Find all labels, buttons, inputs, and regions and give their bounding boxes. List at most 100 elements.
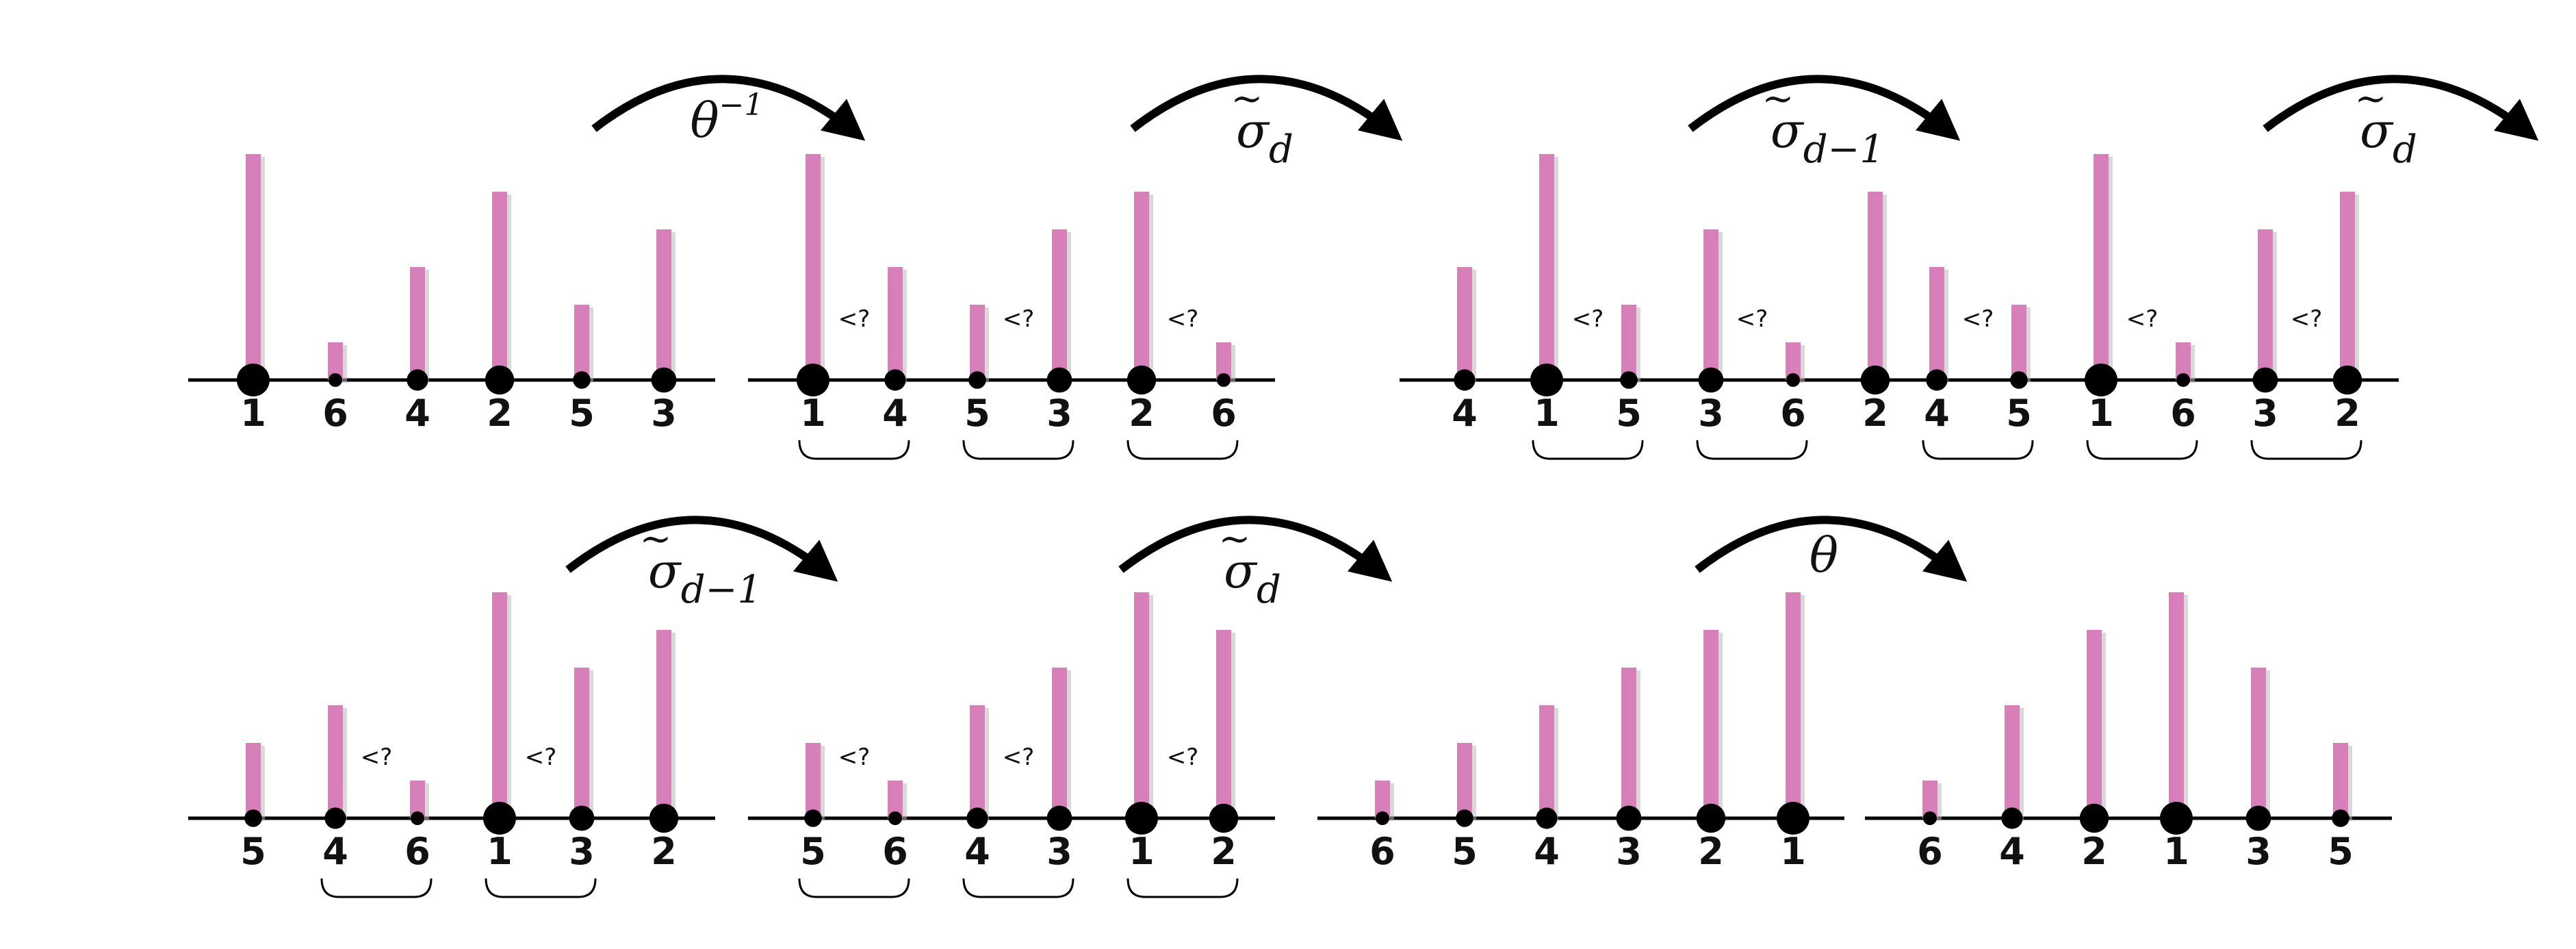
element-label: 2 <box>2081 830 2107 873</box>
value-dot <box>573 371 591 389</box>
value-bar <box>1868 192 1883 380</box>
value-bar <box>2011 305 2026 380</box>
comparison-marker: <? <box>525 744 557 771</box>
element-label: 2 <box>487 392 513 435</box>
value-dot <box>2010 371 2028 389</box>
element-label: 1 <box>2163 830 2189 873</box>
transition-arrow: σd~ <box>2263 75 2539 172</box>
value-bar <box>492 592 507 818</box>
element-label: 4 <box>1452 392 1478 435</box>
element-label: 4 <box>1534 830 1560 873</box>
comparison-marker: <? <box>1167 744 1199 771</box>
value-dot <box>2160 802 2193 835</box>
comparison-marker: <? <box>1736 305 1768 333</box>
operator-label: σd <box>1236 103 1293 172</box>
curved-arrow <box>565 516 838 582</box>
value-dot <box>1376 811 1389 825</box>
value-dot <box>1126 365 1157 395</box>
value-bar <box>1621 305 1636 380</box>
value-dot <box>1125 802 1158 835</box>
value-bar <box>574 305 589 380</box>
value-bar <box>1216 630 1231 818</box>
curved-arrow <box>1118 516 1393 582</box>
value-dot <box>968 371 986 389</box>
pair-bracket <box>1696 440 1808 460</box>
value-bar <box>970 705 985 818</box>
element-label: 5 <box>1452 830 1478 873</box>
permutation-panels: 1 6 4 2 5 3 1 4 5 3 2 6<? <? <?4 1 5 3 6 2<? <?4 5 1 6 3 2<? <? <?… <box>188 154 2399 898</box>
element-label: 2 <box>2334 392 2360 435</box>
element-label: 4 <box>882 392 908 435</box>
value-bar <box>806 154 821 380</box>
permutation-panel: 6 5 4 3 2 1 <box>1317 592 1844 873</box>
element-label: 3 <box>1698 392 1724 435</box>
pair-bracket <box>485 878 597 898</box>
value-bar <box>1621 668 1636 818</box>
comparison-marker: <? <box>838 744 871 771</box>
pair-bracket <box>2086 440 2198 460</box>
element-label: 5 <box>569 392 595 435</box>
comparison-marker: <? <box>838 305 871 333</box>
value-dot <box>651 367 677 393</box>
operator-label: σd−1 <box>648 543 762 612</box>
comparison-marker: <? <box>2126 305 2159 333</box>
pair-bracket <box>320 878 433 898</box>
pair-bracket <box>798 440 910 460</box>
value-dot <box>237 364 270 396</box>
element-label: 4 <box>404 392 430 435</box>
value-dot <box>2079 803 2109 833</box>
permutation-panel: 4 5 1 6 3 2 <? <? <? <box>1872 154 2399 460</box>
value-dot <box>244 809 262 827</box>
element-label: 2 <box>1698 830 1724 873</box>
value-bar <box>1134 192 1149 380</box>
value-bar <box>2251 668 2266 818</box>
comparison-marker: <? <box>1167 305 1199 333</box>
value-bar <box>656 630 671 818</box>
element-label: 2 <box>651 830 677 873</box>
element-label: 5 <box>240 830 266 873</box>
value-bar <box>1539 154 1554 380</box>
value-bar <box>1052 668 1067 818</box>
element-label: 5 <box>2328 830 2354 873</box>
value-bar <box>656 229 671 380</box>
value-bar <box>1786 592 1801 818</box>
element-label: 6 <box>882 830 908 873</box>
value-bar <box>2087 630 2102 818</box>
value-dot <box>1536 807 1558 829</box>
tilde-accent: ~ <box>1762 77 1794 121</box>
value-dot <box>797 364 829 396</box>
element-label: 4 <box>1999 830 2025 873</box>
element-label: 6 <box>1369 830 1395 873</box>
element-label: 4 <box>1924 392 1950 435</box>
transition-arrow: θ <box>1695 516 1968 583</box>
value-bar <box>328 705 343 818</box>
value-bar <box>574 668 589 818</box>
value-dot <box>1923 811 1937 825</box>
value-dot <box>649 803 679 833</box>
value-bar <box>2176 342 2191 380</box>
value-dot <box>2085 364 2117 396</box>
element-label: 6 <box>1917 830 1943 873</box>
pair-bracket <box>798 878 910 898</box>
tilde-accent: ~ <box>1219 517 1251 561</box>
value-bar <box>1539 705 1554 818</box>
permutation-panel: 6 4 2 1 3 5 <box>1865 592 2392 873</box>
value-dot <box>329 373 342 387</box>
value-bar <box>1216 342 1231 380</box>
operator-label: σd <box>2360 103 2417 172</box>
value-dot <box>1456 809 1473 827</box>
value-dot <box>1616 805 1642 831</box>
element-label: 3 <box>1616 830 1642 873</box>
value-dot <box>804 809 822 827</box>
value-bar <box>2333 743 2348 818</box>
value-bar <box>888 781 903 818</box>
curved-arrow <box>1688 75 1961 141</box>
comparison-marker: <? <box>361 744 393 771</box>
value-bar <box>1375 781 1390 818</box>
element-label: 3 <box>2245 830 2271 873</box>
value-dot <box>569 805 595 831</box>
comparison-marker: <? <box>1003 305 1035 333</box>
permutation-panel: 5 6 4 3 1 2 <? <? <? <box>748 592 1275 898</box>
operator-label: σd−1 <box>1770 103 1884 172</box>
element-label: 2 <box>1211 830 1237 873</box>
